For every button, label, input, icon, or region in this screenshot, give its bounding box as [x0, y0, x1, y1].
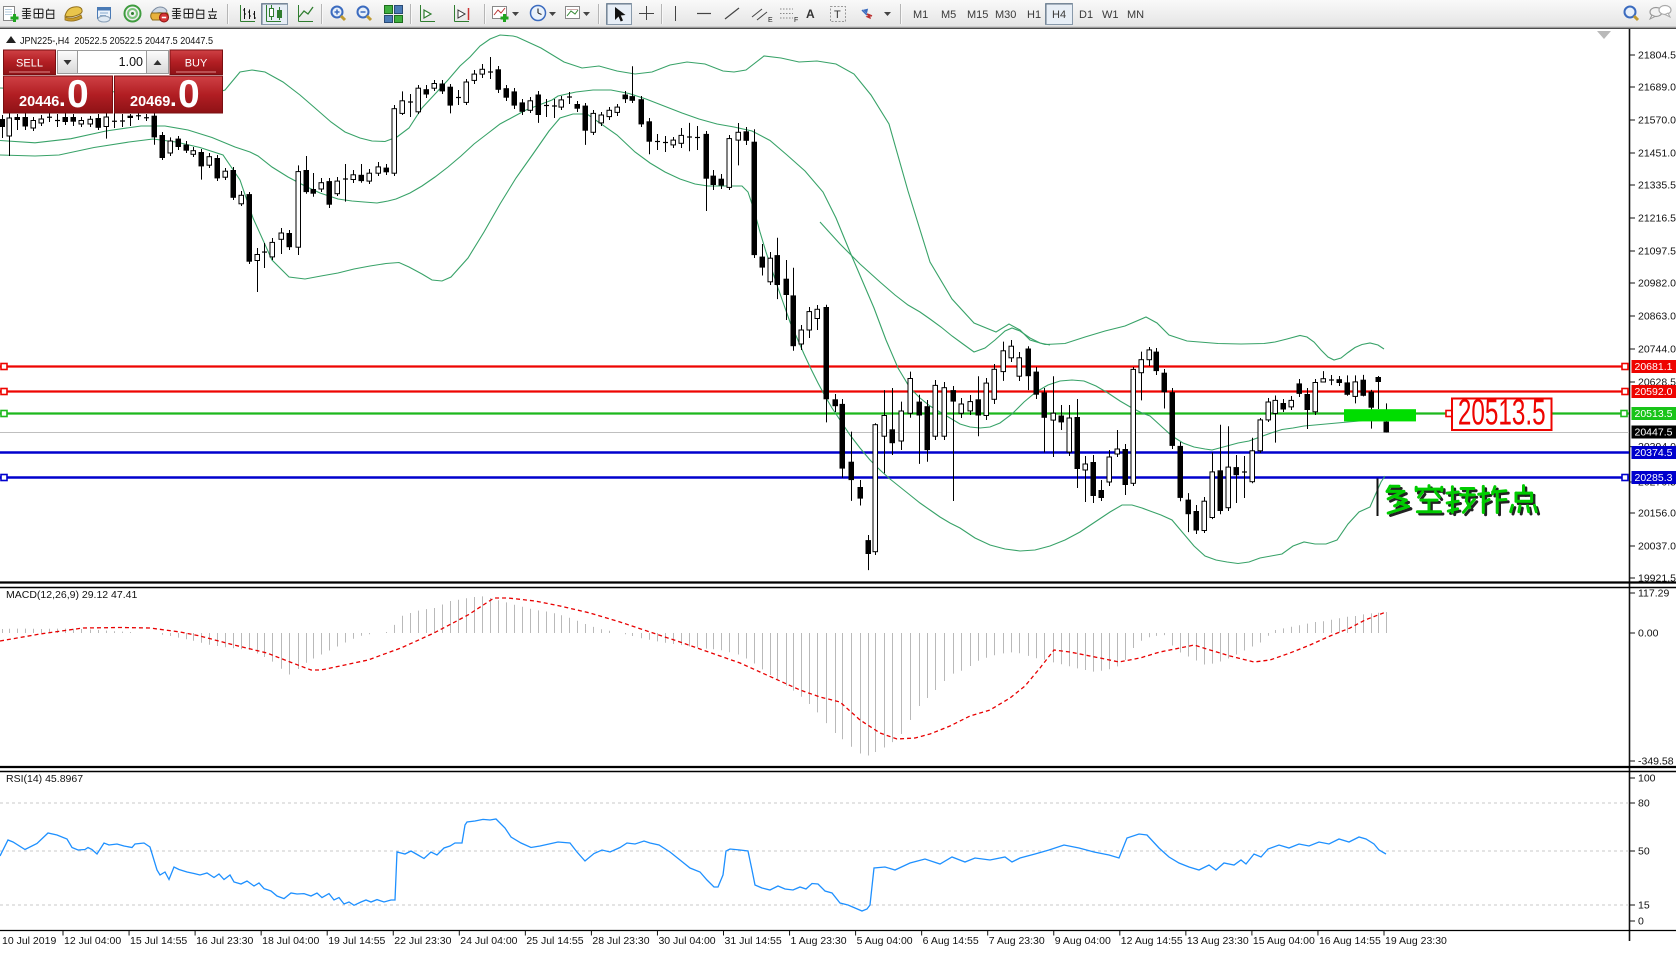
svg-text:19 Aug 23:30: 19 Aug 23:30 — [1385, 935, 1447, 947]
svg-text:20681.1: 20681.1 — [1635, 361, 1673, 373]
svg-text:21689.0: 21689.0 — [1638, 82, 1676, 94]
svg-text:H4: H4 — [1052, 9, 1066, 21]
svg-text:5 Aug 04:00: 5 Aug 04:00 — [857, 935, 913, 947]
svg-text:117.29: 117.29 — [1638, 588, 1669, 600]
svg-text:.: . — [59, 85, 66, 112]
svg-text:E: E — [768, 17, 773, 24]
svg-text:22 Jul 23:30: 22 Jul 23:30 — [394, 935, 451, 947]
svg-text:20513.5: 20513.5 — [1635, 408, 1673, 420]
svg-text:RSI(14) 45.8967: RSI(14) 45.8967 — [6, 773, 83, 785]
svg-text:SELL: SELL — [16, 58, 43, 70]
svg-text:MACD(12,26,9) 29.12 47.41: MACD(12,26,9) 29.12 47.41 — [6, 589, 137, 601]
svg-text:1 Aug 23:30: 1 Aug 23:30 — [791, 935, 847, 947]
svg-text:9 Aug 04:00: 9 Aug 04:00 — [1055, 935, 1111, 947]
svg-text:20037.0: 20037.0 — [1638, 541, 1676, 553]
svg-text:19 Jul 14:55: 19 Jul 14:55 — [328, 935, 385, 947]
svg-text:20374.5: 20374.5 — [1635, 447, 1673, 459]
svg-text:0: 0 — [67, 73, 89, 116]
svg-text:18 Jul 04:00: 18 Jul 04:00 — [262, 935, 319, 947]
svg-text:20863.0: 20863.0 — [1638, 311, 1676, 323]
svg-text:21335.5: 21335.5 — [1638, 180, 1676, 192]
svg-text:28 Jul 23:30: 28 Jul 23:30 — [592, 935, 649, 947]
svg-text:31 Jul 14:55: 31 Jul 14:55 — [725, 935, 782, 947]
svg-text:20285.3: 20285.3 — [1635, 472, 1673, 484]
svg-text:W1: W1 — [1102, 9, 1119, 21]
svg-text:M1: M1 — [913, 9, 928, 21]
svg-text:20469: 20469 — [130, 94, 170, 110]
svg-text:20156.0: 20156.0 — [1638, 508, 1676, 520]
svg-text:0.00: 0.00 — [1638, 628, 1659, 640]
svg-text:21451.0: 21451.0 — [1638, 148, 1676, 160]
svg-text:20513.5: 20513.5 — [1458, 392, 1546, 433]
svg-text:MN: MN — [1127, 9, 1144, 21]
svg-text:16 Aug 14:55: 16 Aug 14:55 — [1319, 935, 1381, 947]
svg-text:20744.0: 20744.0 — [1638, 344, 1676, 356]
svg-text:30 Jul 04:00: 30 Jul 04:00 — [658, 935, 715, 947]
svg-text:7 Aug 23:30: 7 Aug 23:30 — [989, 935, 1045, 947]
svg-text:.: . — [170, 85, 177, 112]
svg-text:20982.0: 20982.0 — [1638, 278, 1676, 290]
svg-text:16 Jul 23:30: 16 Jul 23:30 — [196, 935, 253, 947]
svg-text:M5: M5 — [941, 9, 956, 21]
svg-text:M30: M30 — [995, 9, 1016, 21]
svg-text:100: 100 — [1638, 773, 1656, 785]
svg-text:T: T — [834, 9, 841, 21]
svg-text:21570.0: 21570.0 — [1638, 115, 1676, 127]
svg-text:A: A — [806, 7, 815, 21]
svg-text:50: 50 — [1638, 846, 1650, 858]
svg-text:0: 0 — [178, 73, 200, 116]
svg-text:6 Aug 14:55: 6 Aug 14:55 — [923, 935, 979, 947]
svg-text:20447.5: 20447.5 — [1635, 427, 1673, 439]
svg-text:12 Jul 04:00: 12 Jul 04:00 — [64, 935, 121, 947]
svg-text:JPN225-,H4 20522.5 20522.5 20: JPN225-,H4 20522.5 20522.5 20447.5 20447… — [20, 35, 213, 47]
svg-text:25 Jul 14:55: 25 Jul 14:55 — [526, 935, 583, 947]
svg-text:-349.58: -349.58 — [1638, 756, 1674, 768]
svg-text:10 Jul 2019: 10 Jul 2019 — [2, 935, 56, 947]
svg-text:D1: D1 — [1079, 9, 1093, 21]
svg-text:13 Aug 23:30: 13 Aug 23:30 — [1187, 935, 1249, 947]
svg-text:20446: 20446 — [19, 94, 59, 110]
svg-text:BUY: BUY — [185, 58, 208, 70]
svg-text:20592.0: 20592.0 — [1635, 386, 1673, 398]
svg-text:12 Aug 14:55: 12 Aug 14:55 — [1121, 935, 1183, 947]
svg-text:M15: M15 — [967, 9, 988, 21]
svg-text:H1: H1 — [1027, 9, 1041, 21]
svg-text:21097.5: 21097.5 — [1638, 246, 1676, 258]
svg-text:15 Aug 04:00: 15 Aug 04:00 — [1253, 935, 1315, 947]
svg-text:1.00: 1.00 — [119, 55, 143, 69]
svg-text:15: 15 — [1638, 900, 1650, 912]
svg-text:21216.5: 21216.5 — [1638, 213, 1676, 225]
svg-text:80: 80 — [1638, 798, 1650, 810]
svg-text:21804.5: 21804.5 — [1638, 50, 1676, 62]
svg-text:24 Jul 04:00: 24 Jul 04:00 — [460, 935, 517, 947]
svg-text:0: 0 — [1638, 916, 1644, 928]
svg-text:F: F — [794, 17, 798, 24]
svg-text:15 Jul 14:55: 15 Jul 14:55 — [130, 935, 187, 947]
